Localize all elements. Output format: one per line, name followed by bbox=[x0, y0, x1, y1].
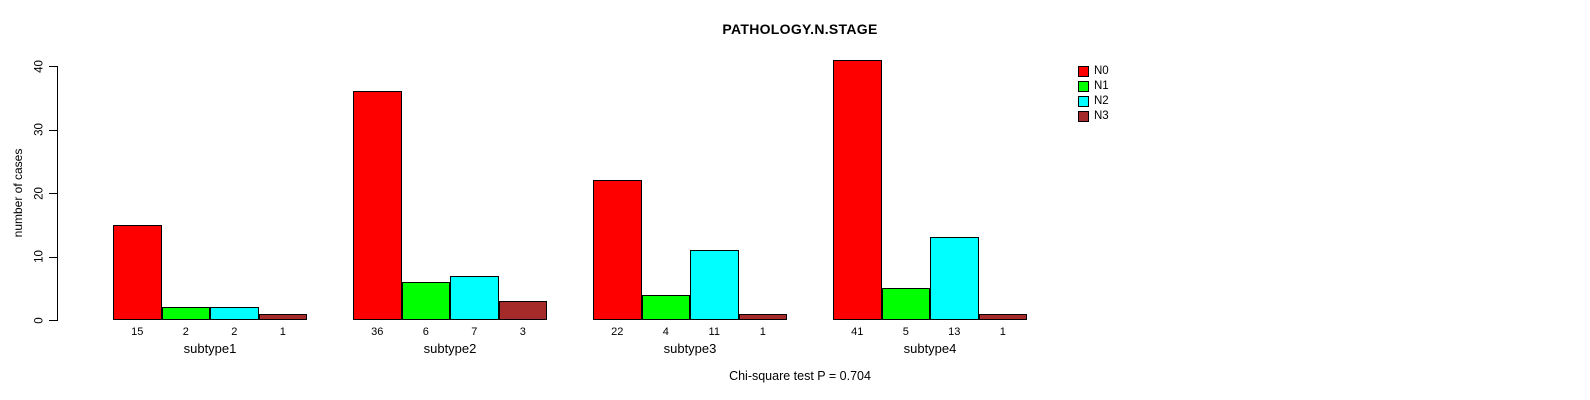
legend-label: N0 bbox=[1094, 65, 1109, 77]
bar-value-label: 7 bbox=[471, 326, 478, 338]
category-label-subtype2: subtype2 bbox=[423, 341, 477, 356]
bar-subtype1-N1 bbox=[161, 307, 210, 320]
bar-value-label: 1 bbox=[999, 326, 1006, 338]
bar-subtype4-N3 bbox=[978, 313, 1027, 320]
bar-value-label: 13 bbox=[948, 326, 961, 338]
bar-subtype2-N0 bbox=[353, 91, 402, 320]
bar-subtype1-N3 bbox=[258, 313, 307, 320]
y-tick-mark bbox=[49, 129, 57, 131]
bar-value-label: 2 bbox=[231, 326, 238, 338]
bar-value-label: 41 bbox=[851, 326, 864, 338]
legend-swatch-N1 bbox=[1078, 81, 1089, 92]
category-label-subtype4: subtype4 bbox=[903, 341, 957, 356]
bar-subtype2-N2 bbox=[450, 275, 499, 320]
bar-subtype4-N0 bbox=[833, 59, 882, 320]
y-tick-label: 0 bbox=[33, 316, 46, 324]
bar-value-label: 2 bbox=[182, 326, 189, 338]
bar-value-label: 11 bbox=[708, 326, 720, 338]
bar-subtype1-N2 bbox=[210, 307, 259, 320]
y-axis-label: number of cases bbox=[11, 148, 25, 238]
bar-value-label: 22 bbox=[611, 326, 624, 338]
y-axis-line bbox=[57, 66, 58, 321]
bar-value-label: 36 bbox=[371, 326, 384, 338]
chi-square-annotation: Chi-square test P = 0.704 bbox=[729, 369, 871, 383]
category-label-subtype3: subtype3 bbox=[663, 341, 717, 356]
y-tick-label: 20 bbox=[33, 186, 46, 200]
bar-value-label: 4 bbox=[662, 326, 669, 338]
bar-subtype3-N2 bbox=[690, 250, 739, 320]
bar-value-label: 6 bbox=[422, 326, 429, 338]
bar-value-label: 15 bbox=[131, 326, 144, 338]
legend-row-N3: N3 bbox=[1078, 109, 1109, 124]
legend-row-N1: N1 bbox=[1078, 79, 1109, 94]
y-tick-mark bbox=[49, 256, 57, 258]
bar-value-label: 5 bbox=[902, 326, 909, 338]
chart-title: PATHOLOGY.N.STAGE bbox=[722, 21, 878, 37]
legend-label: N3 bbox=[1094, 110, 1109, 122]
bar-subtype4-N1 bbox=[881, 288, 930, 320]
legend-row-N0: N0 bbox=[1078, 64, 1109, 79]
category-label-subtype1: subtype1 bbox=[183, 341, 237, 356]
y-tick-label: 10 bbox=[33, 250, 46, 263]
legend-row-N2: N2 bbox=[1078, 94, 1109, 109]
y-tick-mark bbox=[49, 193, 57, 194]
bar-subtype3-N1 bbox=[641, 294, 690, 320]
bar-value-label: 1 bbox=[759, 326, 766, 338]
bar-subtype2-N3 bbox=[498, 300, 547, 320]
y-tick-label: 30 bbox=[33, 123, 46, 136]
bar-subtype1-N0 bbox=[113, 224, 162, 320]
legend-label: N2 bbox=[1094, 95, 1109, 107]
bar-subtype2-N1 bbox=[401, 281, 450, 320]
y-tick-mark bbox=[49, 320, 57, 321]
legend-swatch-N0 bbox=[1078, 66, 1089, 77]
y-tick-label: 40 bbox=[33, 59, 46, 73]
bar-subtype3-N3 bbox=[738, 313, 787, 320]
bar-subtype4-N2 bbox=[930, 237, 979, 320]
legend-swatch-N3 bbox=[1078, 111, 1089, 122]
legend-swatch-N2 bbox=[1078, 96, 1089, 107]
legend-label: N1 bbox=[1094, 80, 1109, 92]
bar-value-label: 3 bbox=[519, 326, 526, 338]
legend: N0 N1 N2 N3 bbox=[1078, 64, 1109, 124]
bar-value-label: 1 bbox=[279, 326, 286, 338]
y-tick-mark bbox=[49, 66, 57, 67]
bar-subtype3-N0 bbox=[593, 180, 642, 320]
